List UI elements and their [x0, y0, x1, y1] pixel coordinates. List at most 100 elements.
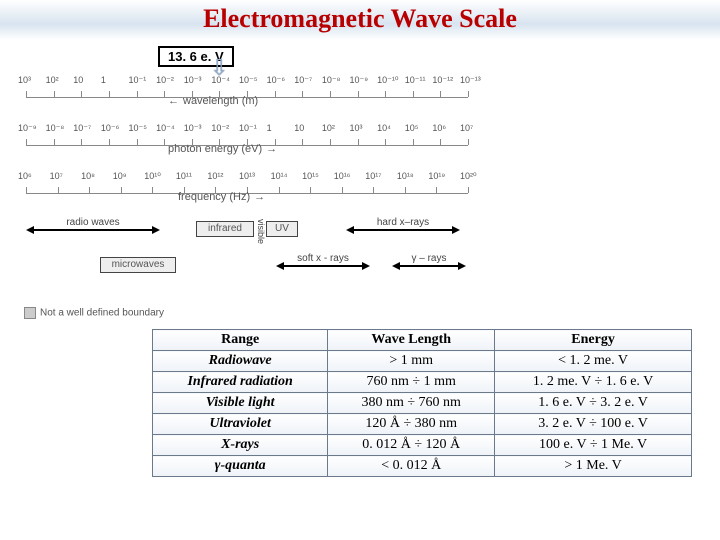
table-row: Infrared radiation760 nm ÷ 1 mm1. 2 me. … [153, 372, 692, 393]
table-header: Energy [495, 330, 692, 351]
tick-mark [436, 187, 437, 193]
title-bar: Electromagnetic Wave Scale [0, 0, 720, 40]
microwave-bar: microwaves [100, 257, 176, 273]
tick-label: 10² [322, 123, 335, 133]
table-cell: γ-quanta [153, 456, 328, 477]
tick-mark [413, 139, 414, 145]
tick-label: 10⁻⁴ [156, 123, 175, 134]
tick-label: 10¹⁶ [334, 171, 351, 181]
tick-mark [26, 187, 27, 193]
tick-mark [164, 139, 165, 145]
page-title: Electromagnetic Wave Scale [0, 4, 720, 34]
tick-mark [121, 187, 122, 193]
tick-label: 10⁻⁸ [322, 75, 341, 86]
table-cell: > 1 Me. V [495, 456, 692, 477]
table-cell: X-rays [153, 435, 328, 456]
table-header: Wave Length [328, 330, 495, 351]
tick-label: 10⁻⁸ [46, 123, 65, 134]
tick-mark [358, 91, 359, 97]
tick-label: 10² [46, 75, 59, 85]
table-row: Radiowave> 1 mm< 1. 2 me. V [153, 351, 692, 372]
gamma-label: γ – rays [394, 253, 464, 264]
softx-label: soft x - rays [278, 253, 368, 264]
table-cell: Infrared radiation [153, 372, 328, 393]
tick-label: 10⁻⁶ [267, 75, 285, 86]
tick-mark [54, 139, 55, 145]
table-cell: 0. 012 Å ÷ 120 Å [328, 435, 495, 456]
legend-swatch [24, 307, 36, 319]
tick-label: 10⁵ [405, 123, 419, 133]
tick-mark [468, 187, 469, 193]
tick-label: 10¹⁹ [428, 171, 445, 181]
tick-mark [373, 187, 374, 193]
tick-label: 10⁶ [18, 171, 32, 181]
table-cell: 120 Å ÷ 380 nm [328, 414, 495, 435]
tick-label: 10¹² [207, 171, 223, 181]
tick-label: 10⁻¹¹ [405, 75, 426, 86]
table-cell: 1. 6 e. V ÷ 3. 2 e. V [495, 393, 692, 414]
note-text: Not a well defined boundary [40, 308, 164, 319]
tick-label: 10⁻¹⁰ [377, 75, 398, 86]
table-cell: 760 nm ÷ 1 mm [328, 372, 495, 393]
tick-mark [137, 91, 138, 97]
tick-mark [413, 91, 414, 97]
tick-label: 10¹⁸ [397, 171, 414, 181]
table-cell: 100 e. V ÷ 1 Me. V [495, 435, 692, 456]
tick-label: 10⁻¹² [432, 75, 453, 86]
tick-label: 10⁸ [81, 171, 95, 181]
table-row: Ultraviolet120 Å ÷ 380 nm3. 2 e. V ÷ 100… [153, 414, 692, 435]
table-header: Range [153, 330, 328, 351]
tick-label: 10³ [18, 75, 31, 85]
uv-bar: UV [266, 221, 298, 237]
tick-label: 10⁻² [156, 75, 174, 86]
tick-label: 10⁻³ [184, 75, 202, 86]
tick-label: 10⁻⁵ [129, 123, 148, 134]
tick-mark [275, 91, 276, 97]
radio-label: radio waves [28, 217, 158, 228]
tick-mark [26, 139, 27, 145]
frequency-label: frequency (Hz) [178, 191, 265, 203]
table-cell: 1. 2 me. V ÷ 1. 6 e. V [495, 372, 692, 393]
spectrum-figure: ⇩ 10³10²10110⁻¹10⁻²10⁻³10⁻⁴10⁻⁵10⁻⁶10⁻⁷1… [18, 69, 476, 321]
table-cell: > 1 mm [328, 351, 495, 372]
tick-label: 10⁷ [460, 123, 473, 133]
tick-label: 10⁹ [113, 171, 127, 181]
tick-mark [385, 139, 386, 145]
table-cell: 3. 2 e. V ÷ 100 e. V [495, 414, 692, 435]
tick-label: 10⁻² [211, 123, 229, 134]
table-row: X-rays0. 012 Å ÷ 120 Å100 e. V ÷ 1 Me. V [153, 435, 692, 456]
tick-label: 10³ [350, 123, 363, 133]
table-row: γ-quanta< 0. 012 Å> 1 Me. V [153, 456, 692, 477]
tick-label: 10⁻¹ [239, 123, 257, 134]
tick-mark [358, 139, 359, 145]
tick-mark [164, 91, 165, 97]
tick-label: 10²⁰ [460, 171, 477, 182]
tick-mark [26, 91, 27, 97]
tick-label: 10⁻⁹ [350, 75, 369, 86]
infrared-bar: infrared [196, 221, 254, 237]
tick-label: 10⁻¹ [129, 75, 147, 86]
tick-mark [137, 139, 138, 145]
tick-label: 10¹⁰ [144, 171, 161, 182]
tick-mark [405, 187, 406, 193]
tick-mark [54, 91, 55, 97]
tick-label: 10⁻⁴ [211, 75, 230, 86]
tick-mark [58, 187, 59, 193]
softx-range: soft x - rays [278, 265, 368, 267]
tick-label: 10 [294, 123, 304, 133]
wavelength-label: wavelength (m) [168, 95, 258, 107]
table-cell: < 0. 012 Å [328, 456, 495, 477]
tick-mark [330, 139, 331, 145]
table-row: Visible light380 nm ÷ 760 nm1. 6 e. V ÷ … [153, 393, 692, 414]
tick-label: 10⁴ [377, 123, 391, 133]
tick-label: 10⁻⁷ [294, 75, 312, 86]
table-cell: Ultraviolet [153, 414, 328, 435]
tick-mark [109, 139, 110, 145]
boundary-note: Not a well defined boundary [24, 307, 164, 319]
table-cell: Radiowave [153, 351, 328, 372]
tick-label: 1 [101, 75, 106, 85]
tick-mark [310, 187, 311, 193]
tick-mark [342, 187, 343, 193]
tick-label: 10 [73, 75, 83, 85]
tick-mark [302, 91, 303, 97]
